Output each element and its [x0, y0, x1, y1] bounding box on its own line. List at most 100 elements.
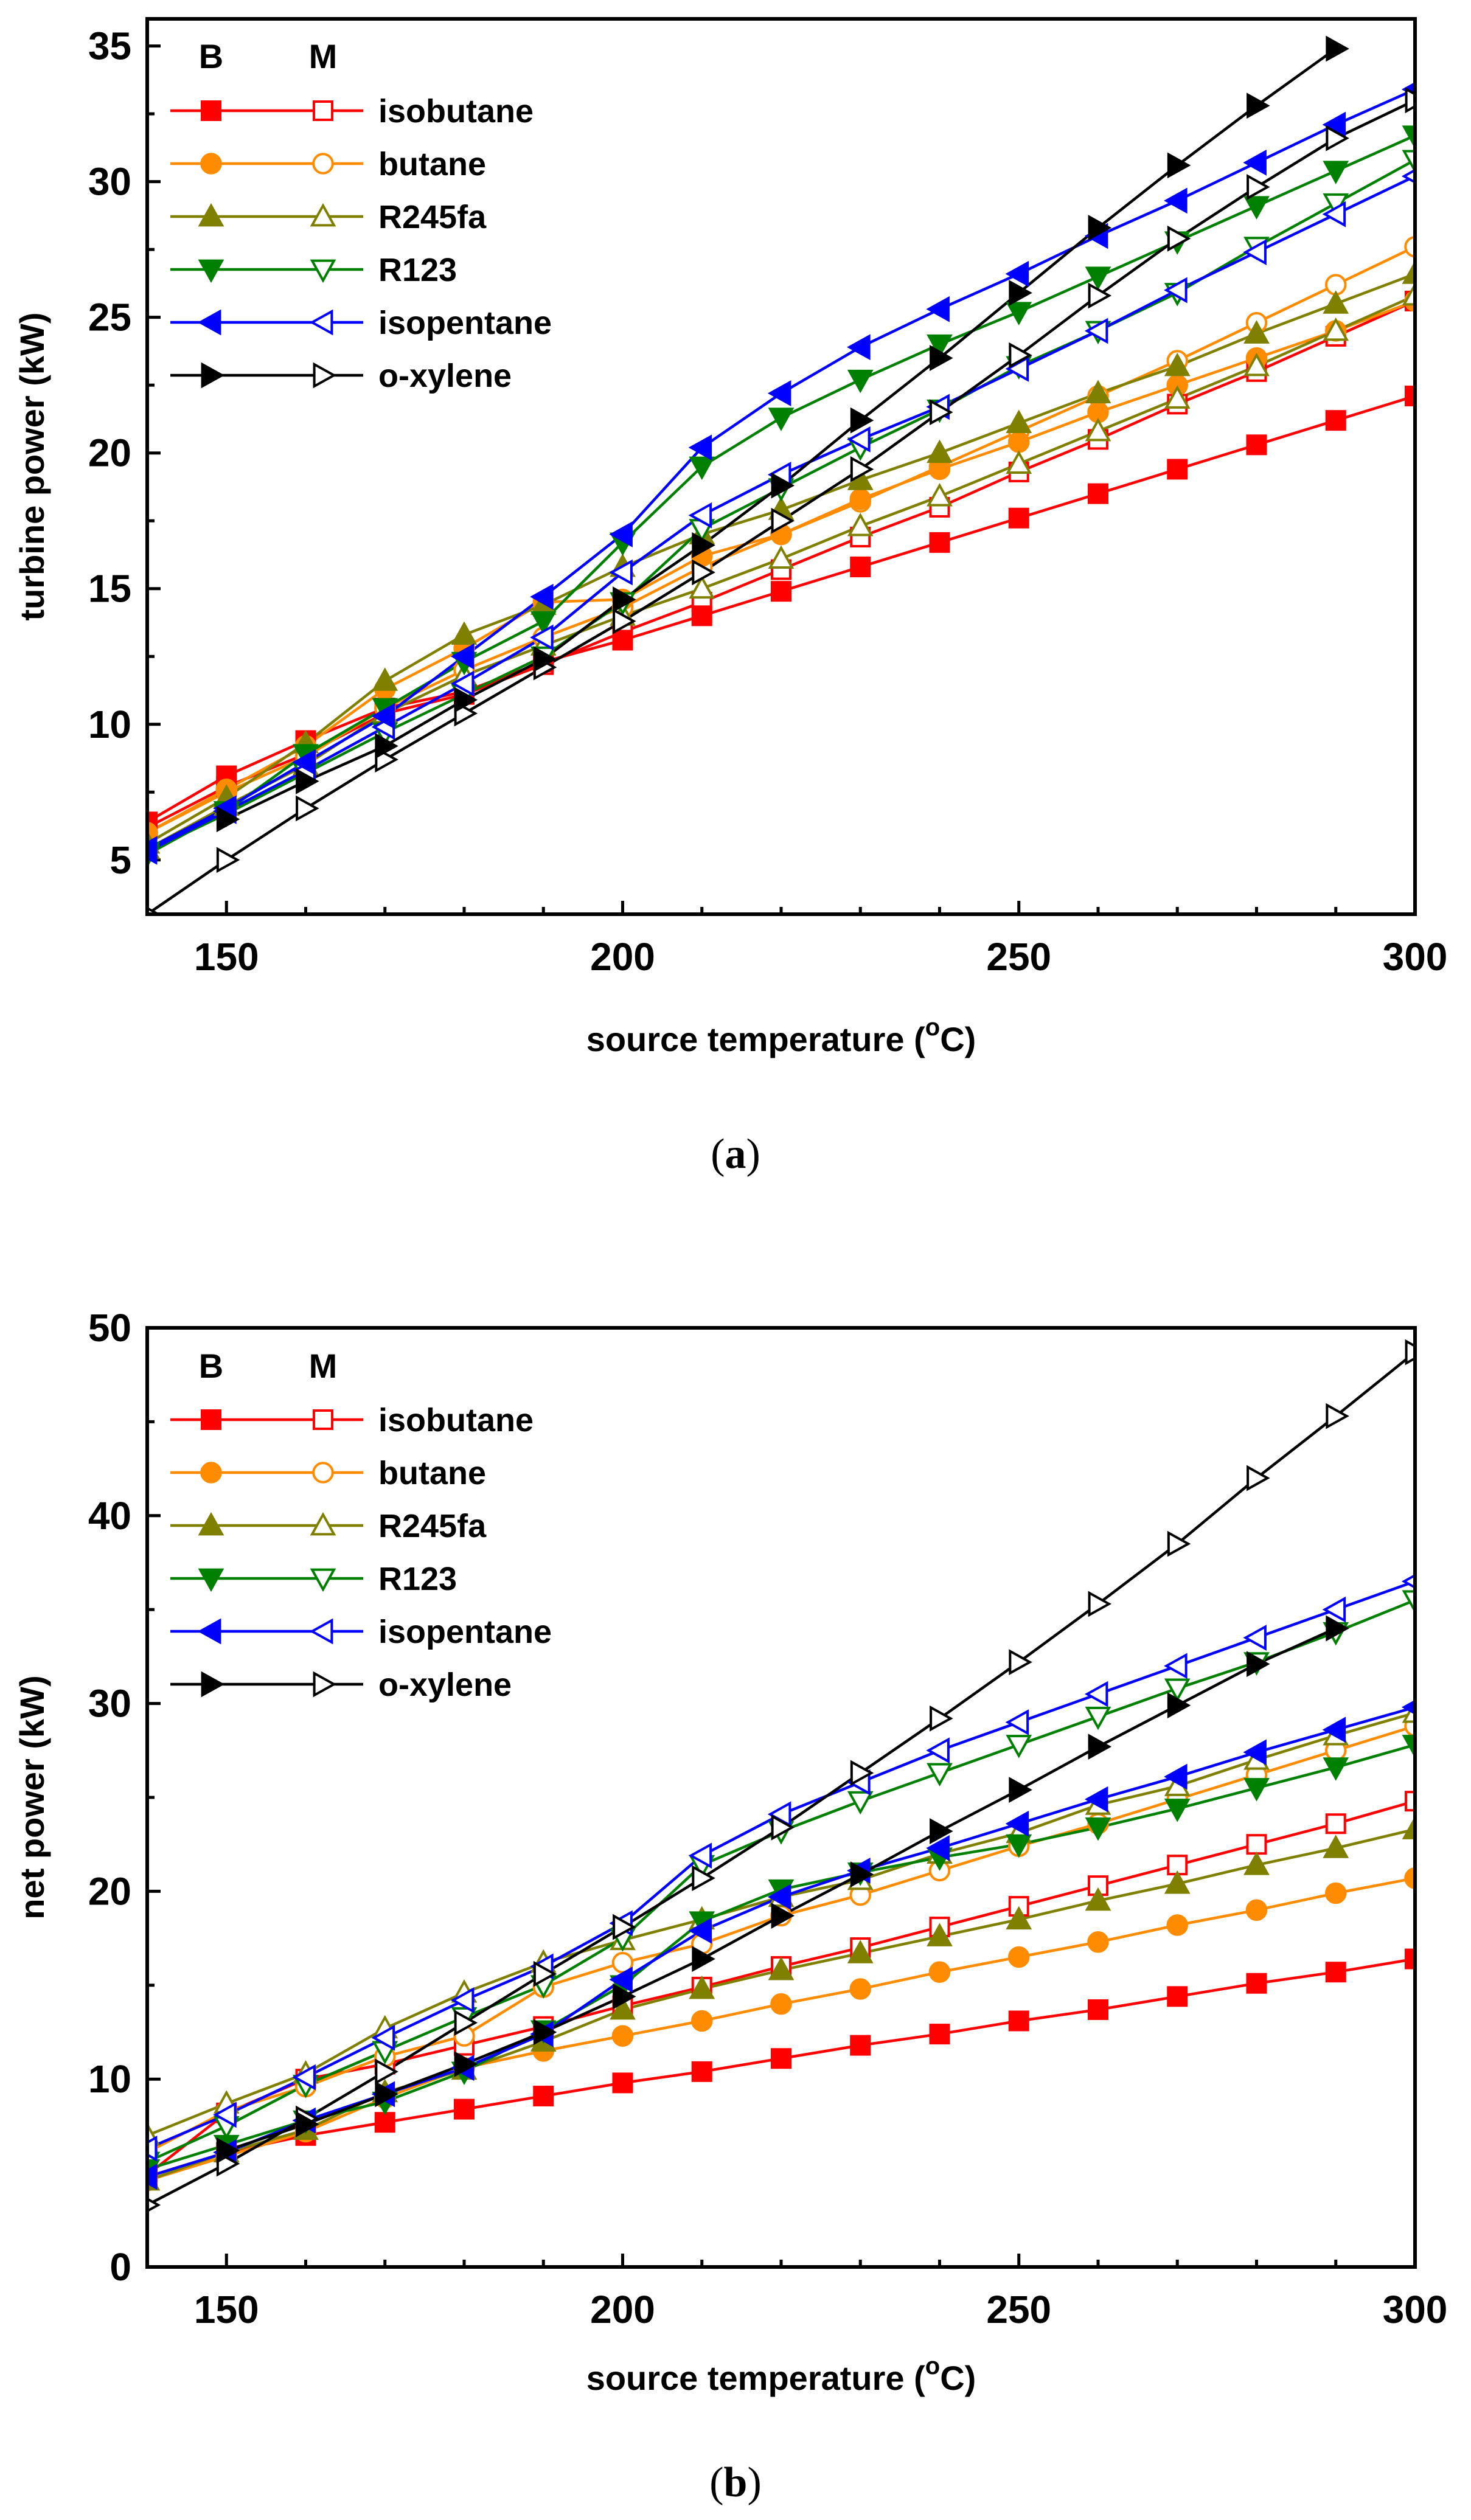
y-tick-label: 40: [88, 1494, 131, 1538]
y-tick-label: 25: [88, 296, 131, 339]
point-butane-B: [1245, 1899, 1268, 1921]
series-group: [147, 1339, 1415, 2213]
point-isopentane-B: [450, 643, 475, 670]
point-R245fa-B: [1402, 1816, 1415, 1839]
point-isopentane-B: [926, 1834, 950, 1861]
point-o-xylene-B: [692, 1946, 715, 1972]
point-isopentane-M: [1005, 1709, 1029, 1735]
point-R123-B: [927, 334, 953, 358]
point-isobutane-B: [612, 2072, 633, 2094]
point-isopentane-M: [450, 1987, 475, 2013]
plot-frame: [145, 17, 1417, 916]
point-R245fa-M: [927, 482, 953, 507]
point-isopentane-M: [847, 426, 871, 453]
point-o-xylene-M: [692, 1865, 715, 1892]
point-isobutane-B: [1325, 410, 1346, 431]
point-R245fa-B: [1402, 260, 1415, 284]
legend-marker-R245fa-m: [310, 1512, 336, 1536]
point-isopentane-B: [530, 583, 554, 610]
point-isopentane-B: [609, 1966, 633, 1993]
point-o-xylene-B: [1009, 280, 1032, 306]
point-o-xylene-M: [454, 2010, 478, 2036]
point-o-xylene-M: [613, 1914, 636, 1940]
legend-label-o-xylene: o-xylene: [378, 358, 512, 394]
point-R245fa-B: [1164, 1870, 1191, 1894]
y-tick-label: 50: [88, 1306, 131, 1350]
point-isopentane-M: [530, 624, 554, 651]
point-R123-B: [689, 456, 715, 481]
legend-label-R245fa: R245fa: [378, 199, 487, 235]
point-o-xylene-B: [1326, 35, 1349, 62]
point-o-xylene-B: [216, 806, 240, 833]
legend-marker-isobutane-b: [201, 1409, 221, 1430]
point-isopentane-M: [688, 1842, 712, 1869]
y-tick-label: 10: [88, 2057, 131, 2101]
legend-marker-R245fa-b: [198, 203, 224, 227]
point-o-xylene-M: [850, 456, 874, 482]
point-butane-B: [928, 1961, 951, 1983]
point-isopentane-M: [1243, 1625, 1267, 1651]
x-tick-label: 300: [1383, 935, 1448, 979]
point-isopentane-M: [1164, 277, 1188, 304]
legend-label-isobutane: isobutane: [378, 93, 534, 130]
point-isopentane-B: [688, 1917, 712, 1944]
point-isobutane-B: [850, 2035, 871, 2056]
point-R123-M: [1164, 1678, 1191, 1703]
point-R123-B: [1085, 1817, 1111, 1841]
series-group: [147, 35, 1415, 914]
legend-head-b: B: [199, 1347, 223, 1385]
legend-marker-o-xylene-b: [201, 362, 225, 389]
point-o-xylene-M: [533, 1960, 557, 1987]
point-R123-M: [1402, 150, 1415, 174]
point-R245fa-B: [1085, 1887, 1111, 1911]
degree-sign: o: [925, 2353, 940, 2379]
point-isopentane-M: [1243, 239, 1267, 266]
point-R123-B: [1006, 1834, 1032, 1858]
point-isopentane-M: [1164, 1653, 1188, 1679]
point-R123-M: [927, 1763, 953, 1786]
x-tick-label: 200: [590, 935, 655, 979]
point-isobutane-B: [1246, 434, 1267, 456]
point-butane-B: [1166, 1914, 1188, 1936]
point-R245fa-M: [1006, 450, 1032, 474]
point-isopentane-B: [147, 836, 158, 863]
point-o-xylene-B: [930, 345, 953, 371]
point-isopentane-M: [147, 2136, 158, 2162]
point-isopentane-M: [450, 670, 475, 697]
legend-marker-isopentane-m: [309, 309, 333, 336]
point-o-xylene-B: [613, 1983, 636, 2010]
point-o-xylene-M: [1405, 1339, 1415, 1366]
point-R123-B: [1243, 196, 1270, 220]
point-isopentane-B: [1322, 1716, 1346, 1743]
point-o-xylene-B: [850, 1861, 874, 1888]
point-o-xylene-B: [296, 2111, 319, 2137]
plot-frame: [145, 1326, 1417, 2269]
point-butane-B: [849, 1978, 871, 2000]
legend-label-R123: R123: [378, 1561, 457, 1597]
point-isopentane-B: [688, 434, 712, 461]
point-R123-B: [1402, 125, 1415, 149]
point-o-xylene-M: [216, 847, 240, 873]
point-R123-B: [768, 408, 795, 431]
point-o-xylene-M: [296, 795, 319, 822]
point-isopentane-M: [688, 502, 712, 529]
point-isobutane-B: [1088, 483, 1108, 504]
legend-marker-R123-b: [198, 259, 224, 283]
point-isopentane-B: [1322, 111, 1346, 138]
point-butane-B: [1404, 1867, 1415, 1889]
point-o-xylene-M: [1326, 125, 1349, 151]
degree-sign: o: [925, 1014, 940, 1041]
point-o-xylene-B: [771, 1903, 795, 1929]
x-tick-label: 200: [590, 2288, 655, 2331]
point-butane-M: [1404, 235, 1415, 258]
point-isobutane-B: [454, 2098, 475, 2120]
series-line-isopentane-B: [147, 1706, 1415, 2178]
legend-marker-R123-b: [198, 1568, 224, 1592]
point-isobutane-B: [771, 2048, 791, 2069]
point-butane-B: [1325, 1882, 1347, 1904]
legend-marker-butane-b: [200, 1462, 222, 1484]
point-o-xylene-B: [1326, 1615, 1349, 1642]
point-isobutane-B: [1167, 1986, 1188, 2007]
